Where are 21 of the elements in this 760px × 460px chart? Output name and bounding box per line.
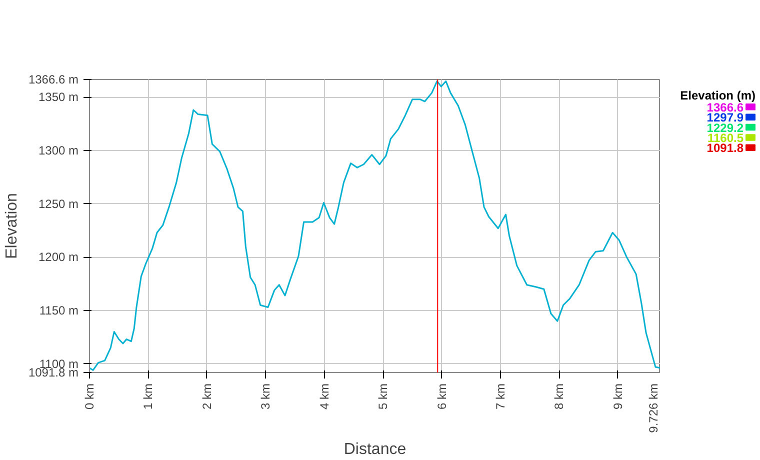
x-axis-title: Distance — [344, 440, 406, 458]
x-tick-label: 7 km — [493, 383, 508, 410]
y-tick-label: 1300 m — [38, 144, 79, 158]
x-tick-label: 3 km — [258, 383, 273, 410]
x-tick-label: 8 km — [552, 383, 566, 410]
x-tick-label: 4 km — [317, 383, 332, 410]
y-tick-label: 1200 m — [38, 250, 79, 264]
color-bar-title: Elevation (m) — [680, 88, 756, 102]
line-series — [90, 80, 660, 371]
x-tick-label: 9 km — [610, 383, 625, 410]
x-tick-label: 9.726 km — [646, 383, 660, 433]
x-tick-label: 0 km — [82, 383, 96, 410]
x-tick-label: 2 km — [200, 383, 214, 410]
x-tick-label: 5 km — [376, 383, 390, 410]
x-tick-label: 1 km — [141, 383, 156, 410]
x-tick-label: 6 km — [434, 383, 449, 410]
y-tick-label: 1350 m — [38, 90, 79, 104]
y-tick-label: 1366.6 m — [28, 72, 79, 86]
y-tick-label: 1150 m — [39, 303, 79, 318]
y-axis-title: Elevation — [3, 193, 20, 259]
y-tick-label: 1250 m — [38, 196, 79, 211]
